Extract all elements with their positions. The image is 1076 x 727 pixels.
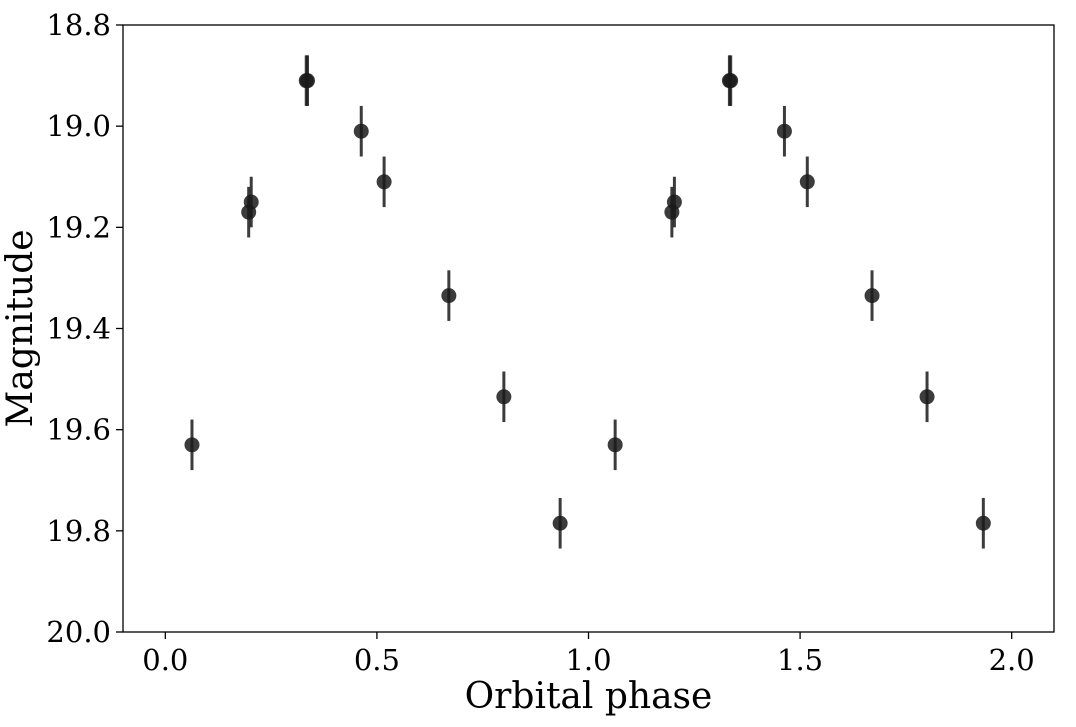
data-point bbox=[184, 437, 200, 453]
data-point bbox=[441, 288, 457, 304]
y-axis-ticks: 18.8 19.0 19.2 19.4 19.6 19.8 20.0 bbox=[46, 8, 123, 649]
y-tick-label: 19.2 bbox=[46, 210, 111, 244]
x-tick-label: 0.0 bbox=[142, 643, 188, 677]
y-tick-label: 19.8 bbox=[46, 514, 111, 548]
data-points bbox=[184, 55, 991, 549]
data-point bbox=[353, 123, 369, 139]
data-point bbox=[975, 515, 991, 531]
data-point bbox=[864, 288, 880, 304]
data-point bbox=[723, 73, 739, 89]
y-axis-label: Magnitude bbox=[0, 229, 41, 427]
data-point bbox=[376, 174, 392, 190]
data-point bbox=[496, 389, 512, 405]
y-tick-label: 19.4 bbox=[46, 312, 111, 346]
data-point bbox=[919, 389, 935, 405]
data-point bbox=[552, 515, 568, 531]
y-tick-label: 18.8 bbox=[46, 8, 111, 42]
data-point bbox=[243, 194, 259, 210]
data-point bbox=[776, 123, 792, 139]
x-tick-label: 2.0 bbox=[989, 643, 1035, 677]
x-tick-label: 1.0 bbox=[565, 643, 611, 677]
y-tick-label: 19.6 bbox=[46, 413, 111, 447]
x-axis-label: Orbital phase bbox=[465, 676, 713, 717]
data-point bbox=[300, 73, 316, 89]
data-point bbox=[666, 194, 682, 210]
x-tick-label: 0.5 bbox=[354, 643, 400, 677]
x-tick-label: 1.5 bbox=[777, 643, 823, 677]
y-tick-label: 20.0 bbox=[46, 615, 111, 649]
data-point bbox=[799, 174, 815, 190]
y-tick-label: 19.0 bbox=[46, 109, 111, 143]
data-point bbox=[607, 437, 623, 453]
x-axis-ticks: 0.0 0.5 1.0 1.5 2.0 bbox=[142, 632, 1035, 677]
plot-frame bbox=[122, 24, 1055, 633]
